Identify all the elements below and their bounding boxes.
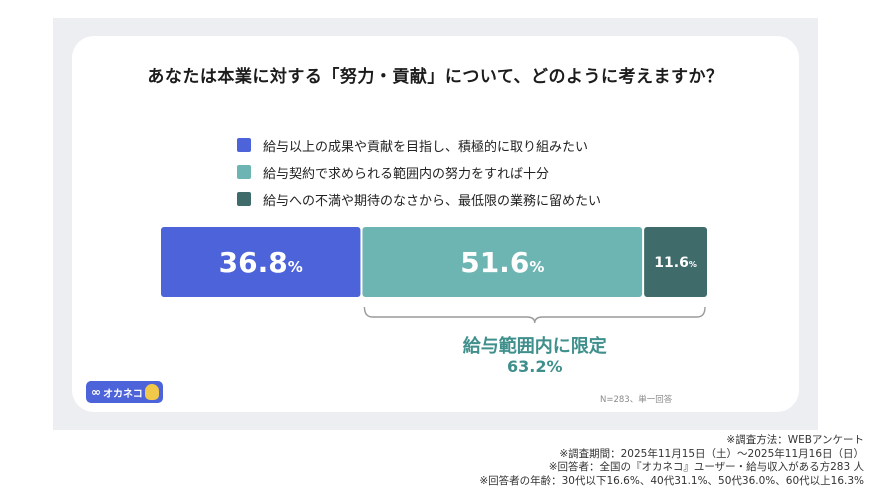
logo-text: オカネコ [103,388,143,400]
legend-swatch [237,192,251,206]
infinity-icon: ∞ [91,385,101,399]
bar-segment-3 [644,227,707,297]
legend-swatch [237,138,251,152]
cat-mascot-icon [145,384,159,400]
legend-label: 給与への不満や期待のなさから、最低限の業務に留めたい [263,193,602,209]
legend-item-3: 給与への不満や期待のなさから、最低限の業務に留めたい [237,190,602,209]
bracket-line [363,306,706,324]
chart-card [72,36,799,412]
survey-notes: ※調査方法：WEBアンケート ※調査期間：2025年11月15日（土）〜2025… [479,434,864,488]
bar-segment-1 [161,227,361,297]
legend-item-2: 給与契約で求められる範囲内の努力をすれば十分 [237,163,550,182]
bracket-label: 給与範囲内に限定 [463,335,607,357]
survey-period-note: ※調査期間：2025年11月15日（土）〜2025年11月16日（日） [559,447,864,460]
bar-segment-2 [362,227,643,297]
okaneko-logo: ∞ オカネコ [86,381,163,403]
legend-swatch [237,165,251,179]
legend-label: 給与契約で求められる範囲内の努力をすれば十分 [263,166,550,182]
respondent-age-note: ※回答者の年齢：30代以下16.6%、40代31.1%、50代36.0%、60代… [479,474,864,487]
chart-title: あなたは本業に対する「努力・貢献」について、どのように考えますか？ [147,67,724,87]
legend-item-1: 給与以上の成果や貢献を目指し、積極的に取り組みたい [237,136,589,155]
bracket-value: 63.2% [507,357,563,376]
legend-label: 給与以上の成果や貢献を目指し、積極的に取り組みたい [263,139,589,155]
survey-method-note: ※調査方法：WEBアンケート [726,434,864,446]
bar-value-label-3: 11.6% [654,255,697,271]
sample-size-note: N=283、単一回答 [600,395,673,405]
bar-value-label-2: 51.6% [460,246,544,279]
respondents-note: ※回答者：全国の『オカネコ』ユーザー・給与収入がある方283 人 [548,461,864,473]
bar-value-label-1: 36.8% [219,246,303,279]
